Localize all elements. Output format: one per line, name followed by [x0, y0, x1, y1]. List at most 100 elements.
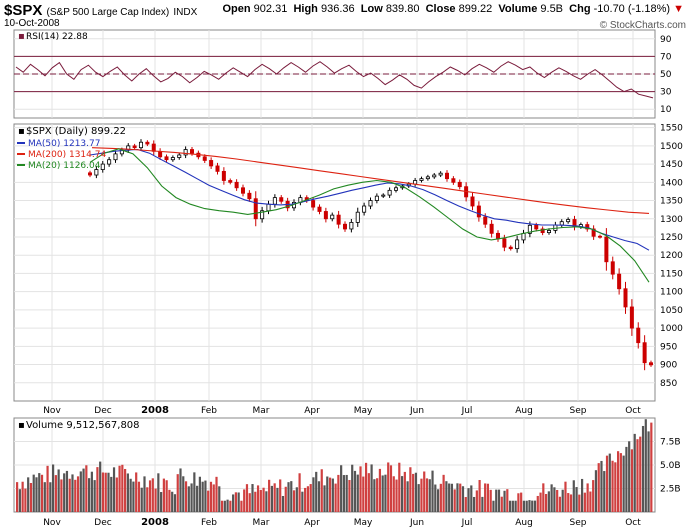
price-tick-label: 1050 [660, 306, 683, 316]
exchange: INDX [173, 7, 198, 18]
candle-body [521, 232, 526, 241]
volume-bar [76, 476, 80, 512]
volume-bar [406, 481, 409, 512]
candle-body [215, 165, 220, 172]
close-label: Close [425, 3, 456, 15]
volume-bar [35, 477, 38, 512]
volume-bar [110, 476, 113, 512]
volume-bar [553, 487, 556, 512]
price-x-label: Oct [625, 406, 641, 416]
volume-bar [284, 486, 287, 512]
candle-body [393, 187, 398, 191]
price-tick-label: 1200 [660, 251, 683, 261]
volume-tick-label: 5.0B [660, 461, 681, 471]
volume-bar [32, 474, 35, 512]
candle-body [598, 235, 603, 238]
volume-bar [126, 473, 129, 512]
volume-bar [500, 496, 503, 512]
volume-bar [46, 465, 49, 512]
candle-body [502, 238, 507, 248]
volume-bar [71, 474, 74, 512]
volume-bar [636, 439, 639, 512]
candle-body [228, 180, 233, 183]
volume-x-label: May [354, 518, 373, 528]
volume-bar [442, 474, 445, 512]
candle-body [457, 181, 462, 188]
volume-bar [536, 495, 539, 512]
volume-bar [603, 471, 606, 512]
volume-bar [49, 482, 52, 512]
volume-bar [306, 486, 310, 512]
candle-body [247, 192, 252, 200]
volume-bar [27, 477, 30, 512]
volume-bar [132, 481, 135, 512]
quote-date: 10-Oct-2008 [4, 18, 60, 29]
ma-line-1 [91, 147, 650, 214]
low-label: Low [360, 3, 383, 15]
volume-bar [121, 464, 124, 512]
volume-bar [74, 479, 77, 512]
volume-bar [168, 489, 171, 512]
volume-bar [93, 480, 96, 512]
volume-bar [398, 462, 401, 512]
volume-bar [281, 495, 285, 512]
volume-bar [160, 492, 163, 512]
candle-body [374, 195, 379, 201]
price-tick-label: 1150 [660, 269, 683, 279]
volume-x-label: 2008 [141, 517, 169, 528]
candle-body [336, 214, 341, 225]
volume-bar [268, 479, 271, 512]
volume-bar [492, 500, 495, 512]
volume-bar [459, 483, 462, 512]
candle-body [100, 163, 105, 170]
volume-bar [425, 478, 429, 512]
volume-bar [198, 476, 201, 512]
volume-bar [486, 483, 490, 512]
volume-bar [151, 478, 154, 512]
candle-body [649, 362, 654, 366]
candle-body [610, 261, 615, 275]
volume-bar [251, 484, 254, 512]
volume-bar [561, 489, 564, 512]
volume-bar [270, 485, 273, 512]
volume-tick-label: 2.5B [660, 485, 681, 495]
volume-bar [29, 482, 33, 512]
volume-bar [572, 480, 575, 512]
volume-bar [328, 477, 332, 512]
volume-bar [320, 469, 323, 512]
volume-bar [453, 489, 456, 512]
candle-body [253, 198, 258, 220]
candle-body [444, 172, 449, 180]
volume-bar [82, 468, 85, 512]
candle-body [209, 160, 214, 167]
price-tick-label: 1500 [660, 142, 683, 152]
volume-bar [124, 468, 127, 512]
volume-bar [96, 467, 99, 512]
price-x-label: 2008 [141, 405, 169, 416]
volume-bar [207, 490, 210, 512]
volume-bar [204, 480, 207, 512]
volume-bar [24, 488, 27, 512]
volume-bar [580, 478, 584, 512]
price-x-label: Nov [43, 406, 61, 416]
volume-bar [489, 489, 492, 512]
candle-body [234, 181, 239, 189]
price-tick-label: 1350 [660, 197, 683, 207]
candle-body [240, 187, 245, 194]
volume-bar [276, 487, 279, 512]
volume-bar [184, 481, 188, 512]
price-legend-swatch: ▪ [18, 126, 25, 137]
volume-bar [547, 491, 550, 512]
volume-bar [317, 481, 321, 512]
volume-bar [190, 483, 193, 512]
symbol-title: $SPX (S&P 500 Large Cap Index) INDX [4, 2, 197, 19]
volume-bar [243, 489, 246, 512]
candle-body [508, 246, 513, 250]
volume-bar [229, 500, 232, 512]
candle-body [636, 327, 641, 344]
ma-line-2 [89, 148, 650, 283]
volume-bar [212, 484, 215, 512]
volume-bar [533, 500, 537, 512]
volume-bar [384, 474, 387, 512]
